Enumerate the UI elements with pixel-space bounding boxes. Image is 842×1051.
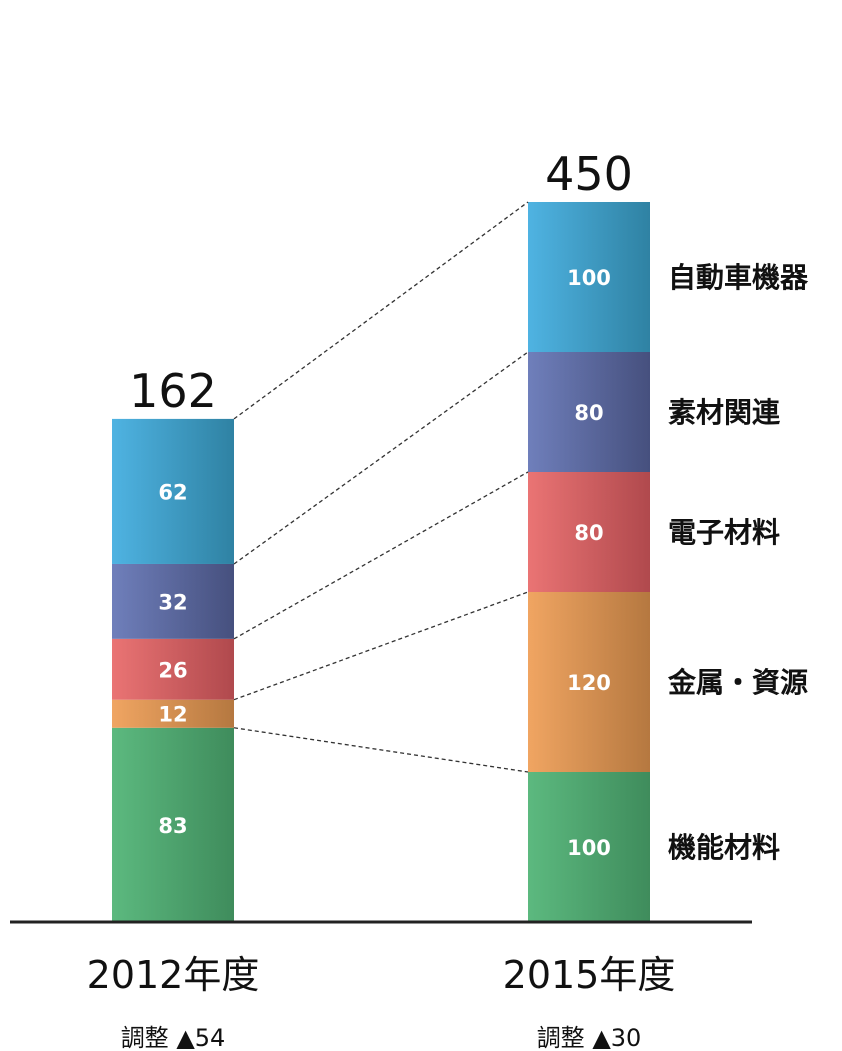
- bar-segment: [112, 638, 234, 700]
- segment-value-label: 100: [567, 836, 611, 860]
- bar-segment: [112, 563, 234, 639]
- segment-value-label: 12: [158, 703, 187, 727]
- segment-value-label: 120: [567, 671, 611, 695]
- bar-segment: [528, 592, 650, 772]
- segment-value-label: 62: [158, 480, 187, 504]
- bar-segment: [528, 352, 650, 472]
- segment-value-label: 32: [158, 590, 187, 614]
- series-name-label: 素材関連: [668, 396, 781, 429]
- series-name-label: 機能材料: [668, 831, 780, 864]
- adjustment-label: 調整 ▲30: [537, 1024, 642, 1051]
- x-tick-label: 2012年度: [87, 953, 260, 997]
- segment-value-label: 80: [574, 401, 603, 425]
- connector-line: [233, 591, 529, 701]
- connector-line: [233, 201, 529, 420]
- series-name-label: 金属・資源: [667, 666, 808, 699]
- bar-segment: [528, 772, 650, 922]
- bar-segment: [528, 472, 650, 592]
- series-name-label: 自動車機器: [668, 261, 809, 294]
- segment-value-label: 100: [567, 266, 611, 290]
- segment-value-label: 80: [574, 521, 603, 545]
- connector-line: [233, 351, 529, 565]
- x-tick-label: 2015年度: [503, 953, 676, 997]
- connector-line: [233, 471, 529, 640]
- connector-line: [233, 727, 529, 773]
- bar-total-label: 450: [545, 147, 633, 201]
- adjustment-label: 調整 ▲54: [121, 1024, 226, 1051]
- connector-lines: [233, 201, 529, 773]
- segment-value-label: 83: [158, 814, 187, 838]
- series-name-label: 電子材料: [668, 516, 780, 549]
- bar-segment: [112, 727, 234, 922]
- bar-segment: [112, 418, 234, 564]
- segment-value-label: 26: [158, 658, 187, 682]
- bar-segment: [112, 699, 234, 728]
- bar-segment: [528, 202, 650, 352]
- bars-layer: [112, 202, 650, 922]
- bar-total-label: 162: [129, 364, 217, 418]
